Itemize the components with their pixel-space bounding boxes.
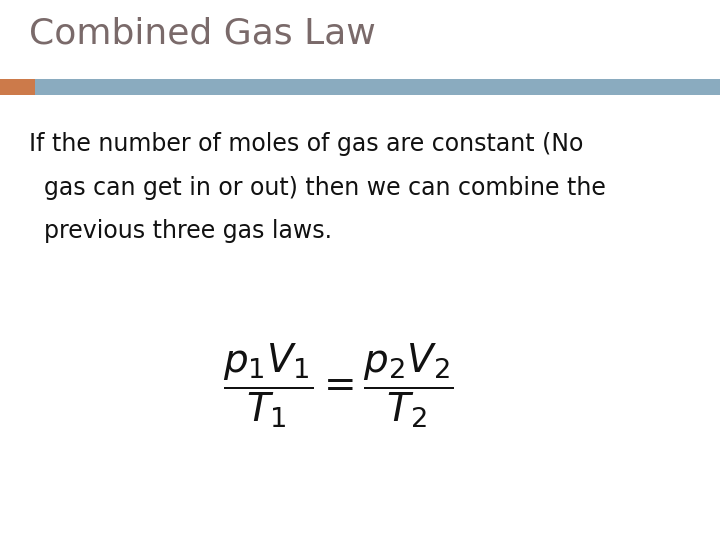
Text: previous three gas laws.: previous three gas laws.: [29, 219, 332, 242]
Bar: [35, 79, 720, 95]
Text: If the number of moles of gas are constant (No: If the number of moles of gas are consta…: [29, 132, 583, 156]
Text: Combined Gas Law: Combined Gas Law: [29, 16, 376, 50]
Bar: [0, 79, 35, 95]
Text: gas can get in or out) then we can combine the: gas can get in or out) then we can combi…: [29, 176, 606, 199]
Text: $\dfrac{p_1 V_1}{T_1} = \dfrac{p_2 V_2}{T_2}$: $\dfrac{p_1 V_1}{T_1} = \dfrac{p_2 V_2}{…: [223, 342, 454, 430]
